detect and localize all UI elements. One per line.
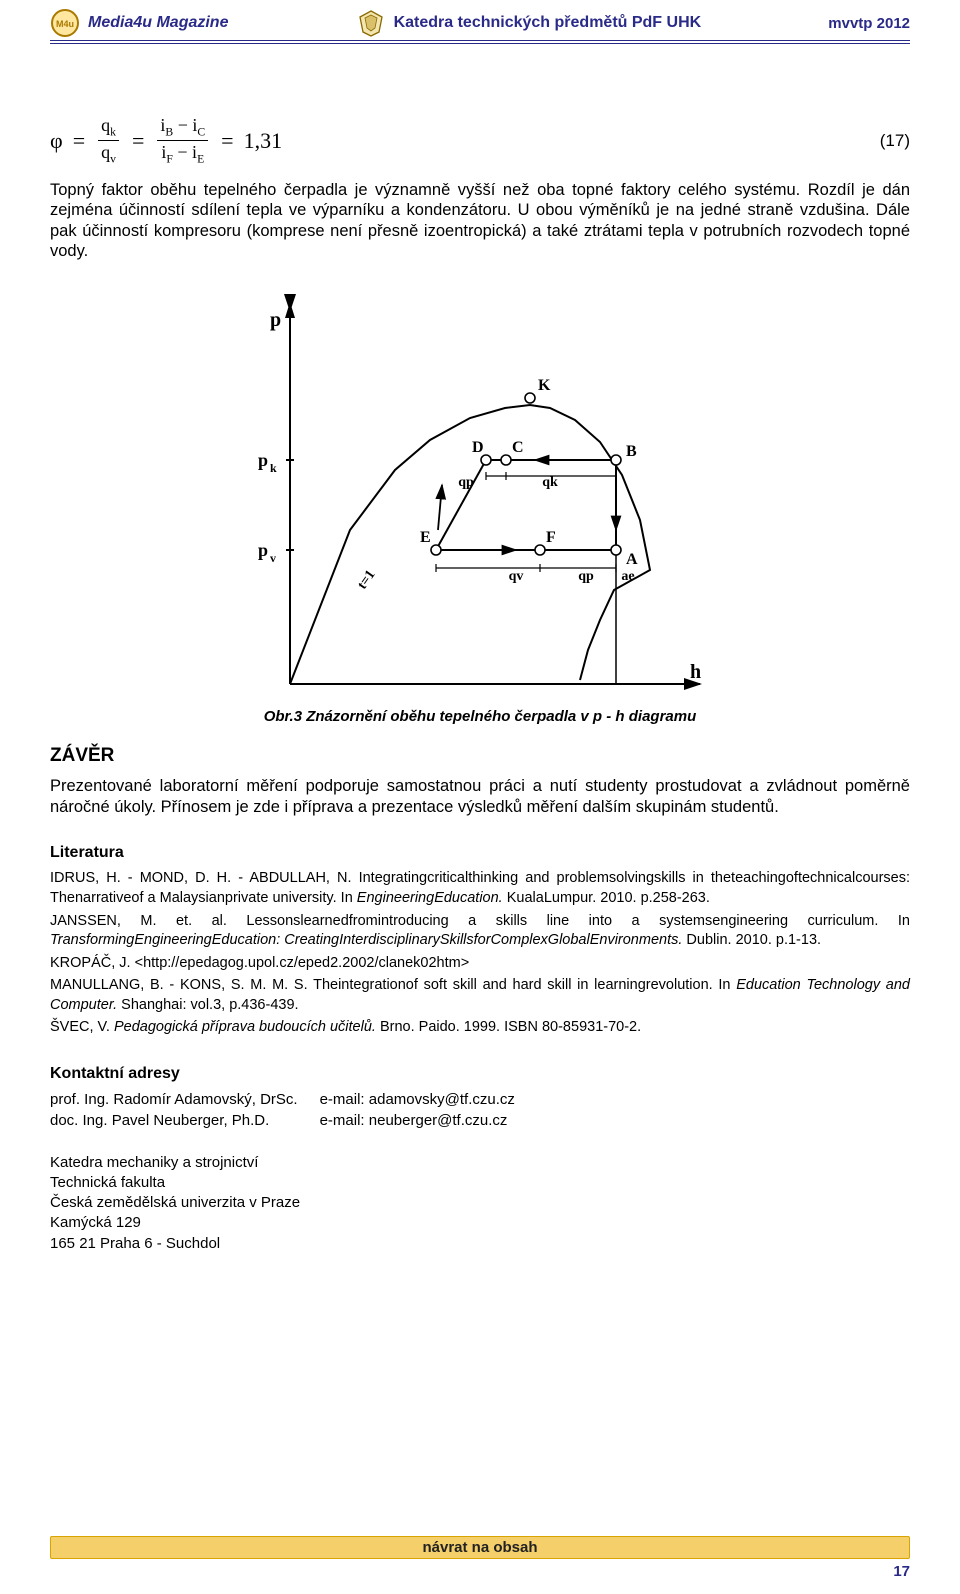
contact-email: e-mail: adamovsky@tf.czu.cz xyxy=(320,1090,537,1111)
eq-equal-3: = xyxy=(221,127,233,155)
reference-entry: KROPÁČ, J. <http://epedagog.upol.cz/eped… xyxy=(50,954,910,974)
svg-text:A: A xyxy=(626,551,638,568)
contacts-heading: Kontaktní adresy xyxy=(50,1064,910,1084)
header-left: M4u Media4u Magazine xyxy=(50,8,228,38)
header-right: mvvtp 2012 xyxy=(828,15,910,32)
footer-return-link[interactable]: návrat na obsah xyxy=(50,1536,910,1559)
magazine-title: Media4u Magazine xyxy=(88,14,228,32)
svg-text:B: B xyxy=(626,443,637,460)
literature-heading: Literatura xyxy=(50,843,910,863)
eq-equal-2: = xyxy=(132,127,144,155)
contact-name: prof. Ing. Radomír Adamovský, DrSc. xyxy=(50,1090,320,1111)
eq-frac1-num: q xyxy=(101,115,110,135)
zaver-heading: ZÁVĚR xyxy=(50,744,910,768)
eq-frac2-den-b-sub: E xyxy=(197,153,204,166)
svg-text:C: C xyxy=(512,439,524,456)
address-line: 165 21 Praha 6 - Suchdol xyxy=(50,1234,910,1254)
address-line: Katedra mechaniky a strojnictví xyxy=(50,1153,910,1173)
references-block: IDRUS, H. - MOND, D. H. - ABDULLAH, N. I… xyxy=(50,869,910,1038)
zaver-text: Prezentované laboratorní měření podporuj… xyxy=(50,776,910,817)
contact-row: doc. Ing. Pavel Neuberger, Ph.D.e-mail: … xyxy=(50,1111,537,1132)
svg-text:qk: qk xyxy=(542,475,558,490)
eq-frac1: qk qv xyxy=(95,114,122,168)
contacts-table: prof. Ing. Radomír Adamovský, DrSc.e-mai… xyxy=(50,1090,537,1133)
figure-3-caption: Obr.3 Znázornění oběhu tepelného čerpadl… xyxy=(50,708,910,727)
eq-frac1-den-sub: v xyxy=(110,153,116,166)
reference-entry: ŠVEC, V. Pedagogická příprava budoucích … xyxy=(50,1018,910,1038)
svg-text:p: p xyxy=(258,450,268,470)
svg-text:qp: qp xyxy=(458,475,474,490)
svg-text:E: E xyxy=(420,529,431,546)
svg-text:ae: ae xyxy=(621,569,634,584)
reference-entry: IDRUS, H. - MOND, D. H. - ABDULLAH, N. I… xyxy=(50,869,910,908)
svg-text:D: D xyxy=(472,439,484,456)
contact-name: doc. Ing. Pavel Neuberger, Ph.D. xyxy=(50,1111,320,1132)
paragraph-1: Topný faktor oběhu tepelného čerpadla je… xyxy=(50,180,910,263)
eq-frac1-den: q xyxy=(101,142,110,162)
figure-3: phpkpvEDCBKAFqpqkqvqpaet=1 Obr.3 Znázorn… xyxy=(50,280,910,726)
contacts-block: prof. Ing. Radomír Adamovský, DrSc.e-mai… xyxy=(50,1090,910,1254)
reference-entry: JANSSEN, M. et. al. Lessonslearnedfromin… xyxy=(50,912,910,951)
address-line: Kamýcká 129 xyxy=(50,1213,910,1233)
edition-label: mvvtp 2012 xyxy=(828,15,910,32)
svg-text:p: p xyxy=(258,540,268,560)
department-title: Katedra technických předmětů PdF UHK xyxy=(394,14,702,32)
svg-text:t=1: t=1 xyxy=(355,568,379,593)
page-number: 17 xyxy=(50,1563,910,1580)
media4u-logo-icon: M4u xyxy=(50,8,80,38)
eq-frac2: iB − iC iF − iE xyxy=(154,114,211,168)
page-footer: návrat na obsah 17 xyxy=(50,1536,910,1580)
svg-text:k: k xyxy=(270,461,277,475)
eq-frac2-minus: − xyxy=(173,115,192,135)
svg-text:qp: qp xyxy=(578,569,594,584)
header-center: Katedra technických předmětů PdF UHK xyxy=(228,8,828,38)
page-header: M4u Media4u Magazine Katedra technických… xyxy=(50,0,910,44)
eq-equal-1: = xyxy=(73,127,85,155)
equation-row: φ = qk qv = iB − iC iF − iE = xyxy=(50,114,910,168)
contact-row: prof. Ing. Radomír Adamovský, DrSc.e-mai… xyxy=(50,1090,537,1111)
svg-text:F: F xyxy=(546,529,556,546)
address-line: Česká zemědělská univerzita v Praze xyxy=(50,1193,910,1213)
uhk-crest-icon xyxy=(356,8,386,38)
eq-phi: φ xyxy=(50,127,63,155)
svg-text:p: p xyxy=(270,309,281,331)
svg-text:K: K xyxy=(538,377,551,394)
ph-diagram-svg: phpkpvEDCBKAFqpqkqvqpaet=1 xyxy=(230,280,730,700)
equation-17: φ = qk qv = iB − iC iF − iE = xyxy=(50,114,282,168)
svg-text:v: v xyxy=(270,551,276,565)
svg-text:qv: qv xyxy=(509,569,524,584)
eq-frac2-minus2: − xyxy=(173,142,192,162)
address-line: Technická fakulta xyxy=(50,1173,910,1193)
reference-entry: MANULLANG, B. - KONS, S. M. M. S. Theint… xyxy=(50,976,910,1015)
eq-frac2-num-b-sub: C xyxy=(197,126,205,139)
eq-value: 1,31 xyxy=(244,127,283,155)
address-block: Katedra mechaniky a strojnictvíTechnická… xyxy=(50,1153,910,1254)
eq-frac1-num-sub: k xyxy=(110,126,116,139)
contact-email: e-mail: neuberger@tf.czu.cz xyxy=(320,1111,537,1132)
svg-text:h: h xyxy=(690,661,701,683)
svg-text:M4u: M4u xyxy=(56,19,74,29)
equation-number: (17) xyxy=(880,130,910,151)
